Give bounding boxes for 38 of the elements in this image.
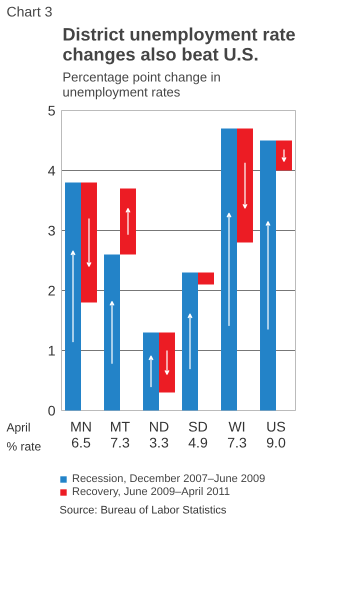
x-tick-label: MT bbox=[110, 418, 131, 434]
y-tick-label: 1 bbox=[48, 342, 56, 358]
bar bbox=[276, 140, 292, 170]
x-tick-label: WI bbox=[228, 418, 246, 434]
bar bbox=[260, 140, 276, 410]
bar bbox=[221, 128, 237, 410]
source-note: Source: Bureau of Labor Statistics bbox=[60, 504, 227, 516]
x-tick-label: ND bbox=[148, 418, 170, 434]
chart-subtitle: Percentage point change in unemployment rates bbox=[62, 70, 221, 100]
y-tick-label: 4 bbox=[48, 162, 56, 178]
text: 7.3 bbox=[110, 434, 130, 450]
y-tick-label: 2 bbox=[48, 282, 56, 298]
bar bbox=[159, 332, 175, 392]
text: April bbox=[6, 420, 31, 434]
y-tick-label: 5 bbox=[48, 102, 56, 118]
text: 6.5 bbox=[71, 434, 91, 450]
bar bbox=[104, 254, 120, 410]
chart-title: District unemployment rate changes also beat U.S. bbox=[62, 24, 296, 64]
text: 7.3 bbox=[227, 434, 247, 450]
bar bbox=[120, 188, 136, 254]
text: 4.9 bbox=[188, 434, 208, 450]
caption: Chart 3 bbox=[6, 4, 53, 20]
x-tick-label: SD bbox=[188, 418, 208, 434]
x-tick-label: MN bbox=[70, 418, 92, 434]
legend-label: Recovery, June 2009–April 2011 bbox=[72, 486, 230, 498]
y-tick-label: 0 bbox=[48, 402, 56, 418]
y-tick-label: 3 bbox=[48, 222, 56, 238]
bar bbox=[198, 272, 214, 284]
bar bbox=[143, 332, 159, 410]
bar bbox=[65, 182, 81, 410]
bar bbox=[182, 272, 198, 410]
legend-label: Recession, December 2007–June 2009 bbox=[72, 473, 266, 485]
text: 9.0 bbox=[266, 434, 286, 450]
x-tick-label: US bbox=[266, 418, 286, 434]
bar bbox=[81, 182, 97, 302]
text: 3.3 bbox=[149, 434, 169, 450]
bar bbox=[237, 128, 253, 242]
text: % rate bbox=[6, 440, 42, 454]
